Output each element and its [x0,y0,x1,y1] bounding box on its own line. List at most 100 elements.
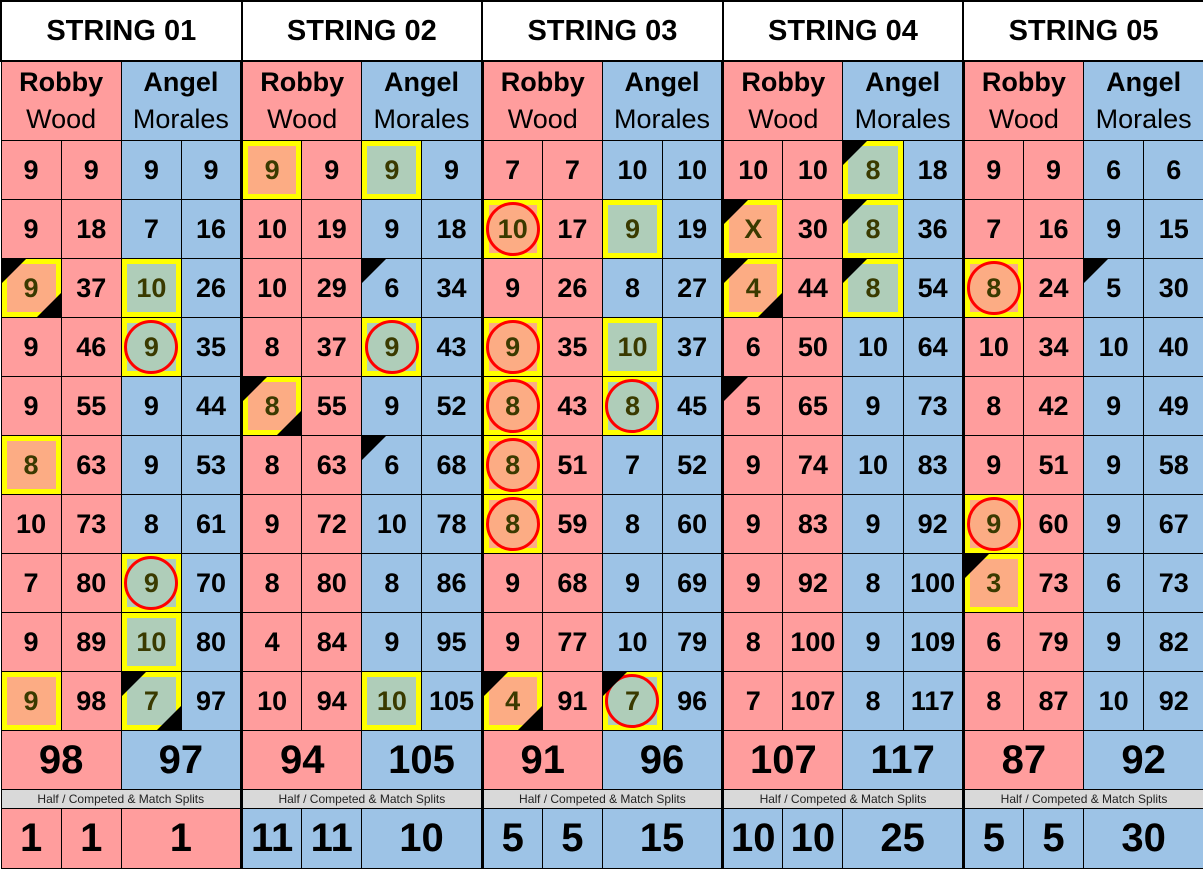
robby-cumulative-score: 80 [60,553,122,613]
robby-cumulative-score: 63 [60,435,122,495]
robby-frame-score: 9 [721,553,784,613]
score-value: 9 [384,626,400,657]
angel-cumulative-score: 9 [180,140,243,200]
robby-frame-score: 10 [721,140,784,200]
score-value: 9 [1106,508,1122,539]
robby-frame-score: 8 [480,376,543,436]
player-name-robby: Robby Wood [480,60,603,141]
score-value: 10 [257,685,288,716]
robby-frame-score: 7 [721,671,784,731]
first-name: Angel [865,67,941,97]
angel-cumulative-score: 60 [662,494,724,554]
score-value: 4 [264,626,280,657]
robby-cumulative-score: 98 [60,671,122,731]
robby-frame-score: 9 [0,671,62,731]
angel-frame-score: 9 [120,317,182,377]
score-value: 7 [745,685,761,716]
score-value: 9 [865,508,881,539]
robby-cumulative-score: 89 [60,612,122,672]
red-circle-icon [966,497,1021,551]
score-value: 9 [865,390,881,421]
robby-cumulative-score: 77 [541,612,603,672]
robby-frame-score: 8 [240,376,303,436]
angel-cumulative-score: 67 [1143,494,1203,554]
robby-cumulative-score: 80 [301,553,363,613]
competed-split: 11 [301,808,363,869]
score-value: 9 [1106,626,1122,657]
score-value: 9 [384,390,400,421]
robby-cumulative-score: 16 [1022,199,1085,259]
angel-frame-score: 8 [601,494,664,554]
score-value: X [744,213,763,244]
corner-triangle-icon [843,259,868,283]
robby-cumulative-score: 29 [301,258,363,318]
score-value: 9 [505,626,521,657]
robby-frame-score: 9 [240,494,303,554]
robby-cumulative-score: 55 [60,376,122,436]
score-value: 5 [745,390,761,421]
corner-triangle-icon [843,141,868,165]
angel-cumulative-score: 45 [662,376,724,436]
score-value: 10 [738,154,769,185]
frame-row: 9 98 7 97 10 94 10 105 4 91 7 96 7 107 8 117 8 87 10 92 [0,671,1203,731]
robby-frame-score: 9 [961,494,1024,554]
robby-frame-score: 10 [240,199,303,259]
splits-label: Half / Competed & Match Splits [961,789,1203,809]
string-title: STRING 03 [481,0,724,62]
competed-split: 5 [541,808,603,869]
score-value: 9 [23,272,39,303]
angel-cumulative-score: 49 [1143,376,1203,436]
red-circle-icon [485,320,540,374]
first-name: Angel [1106,67,1182,97]
player-name-angel: Angel Morales [361,60,483,141]
angel-frame-score: 9 [120,140,182,200]
score-value: 10 [978,331,1009,362]
robby-frame-score: 9 [721,494,784,554]
score-value: 8 [624,508,640,539]
score-value: 10 [617,154,648,185]
player-name-angel: Angel Morales [1083,60,1203,141]
score-value: 9 [23,626,39,657]
robby-cumulative-score: 91 [541,671,603,731]
angel-frame-score: 7 [601,435,664,495]
angel-cumulative-score: 83 [902,435,964,495]
score-value: 9 [23,154,39,185]
competed-split: 10 [782,808,844,869]
angel-frame-score: 9 [361,199,423,259]
robby-frame-score: 10 [961,317,1024,377]
score-value: 4 [505,685,521,716]
corner-triangle-icon [843,200,868,224]
last-name: Morales [1095,104,1192,134]
robby-cumulative-score: 9 [1022,140,1085,200]
half-split: 10 [721,808,784,869]
first-name: Robby [19,67,104,97]
robby-total: 91 [480,730,603,790]
totals-row: 98 97 94 105 91 96 107 117 87 92 [0,730,1203,790]
frame-row: 9 9 9 9 9 9 9 9 7 7 10 10 10 10 8 18 9 9 6 6 [0,140,1203,200]
score-value: 9 [384,154,400,185]
angel-frame-score: 9 [120,376,182,436]
player-name-angel: Angel Morales [120,60,243,141]
robby-cumulative-score: 83 [782,494,844,554]
robby-frame-score: 8 [961,671,1024,731]
robby-frame-score: 9 [480,612,543,672]
competed-split: 1 [60,808,122,869]
robby-frame-score: 9 [961,140,1024,200]
corner-triangle-icon [517,706,542,730]
angel-frame-score: 8 [842,671,904,731]
first-name: Angel [383,67,459,97]
robby-cumulative-score: 87 [1022,671,1085,731]
score-value: 9 [143,390,159,421]
angel-frame-score: 9 [1083,612,1145,672]
robby-cumulative-score: 34 [1022,317,1085,377]
angel-frame-score: 10 [1083,317,1145,377]
score-value: 10 [257,213,288,244]
angel-cumulative-score: 73 [902,376,964,436]
last-name: Wood [26,104,97,134]
angel-frame-score: 8 [120,494,182,554]
robby-frame-score: 8 [0,435,62,495]
score-value: 6 [1106,154,1122,185]
score-value: 9 [23,213,39,244]
robby-cumulative-score: 65 [782,376,844,436]
robby-total: 98 [0,730,122,790]
